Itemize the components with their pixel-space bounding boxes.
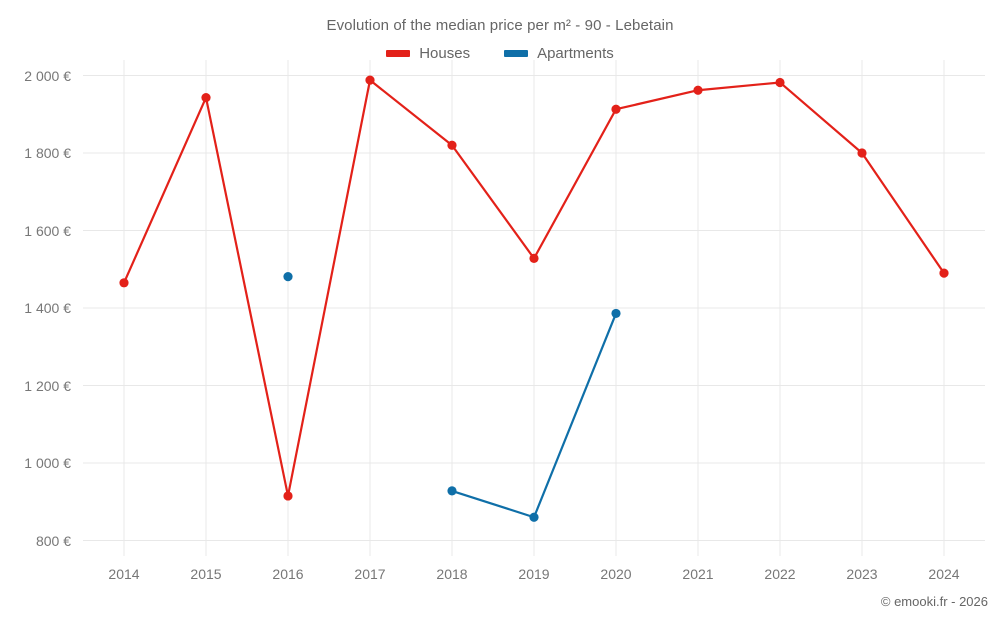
legend-label-apartments: Apartments — [537, 45, 614, 62]
data-point[interactable] — [775, 77, 785, 88]
data-point[interactable] — [693, 85, 703, 95]
x-axis-tick-label: 2021 — [682, 566, 714, 582]
y-axis-tick-label: 1 600 € — [24, 222, 71, 239]
data-point[interactable] — [447, 486, 457, 496]
x-axis-tick-label: 2015 — [190, 566, 222, 582]
legend-swatch-houses — [386, 50, 411, 57]
data-point[interactable] — [201, 92, 211, 103]
data-point[interactable] — [365, 75, 375, 85]
legend-item-houses[interactable]: Houses — [386, 45, 470, 62]
x-axis-tick-label: 2023 — [846, 566, 878, 582]
data-point[interactable] — [611, 308, 621, 319]
chart-title: Evolution of the median price per m² - 9… — [326, 17, 674, 34]
x-axis-tick-label: 2022 — [764, 566, 796, 582]
x-axis-tick-label: 2020 — [600, 566, 632, 582]
data-point[interactable] — [857, 148, 867, 158]
data-point[interactable] — [529, 512, 539, 522]
data-series — [119, 75, 949, 522]
y-axis-tick-label: 800 € — [35, 532, 71, 549]
x-axis-tick-label: 2018 — [436, 566, 468, 582]
data-point[interactable] — [529, 253, 539, 263]
legend-label-houses: Houses — [419, 45, 471, 62]
legend-swatch-apartments — [504, 50, 529, 57]
data-point[interactable] — [611, 104, 621, 114]
y-axis-tick-label: 1 400 € — [24, 300, 71, 316]
x-axis-tick-label: 2019 — [518, 566, 550, 582]
x-axis-tick-label: 2016 — [272, 566, 304, 582]
x-axis-tick-label: 2014 — [108, 566, 140, 582]
y-axis-tick-label: 1 200 € — [24, 377, 71, 394]
grid-lines — [83, 60, 985, 556]
y-axis-tick-label: 2 000 € — [24, 67, 71, 84]
legend-item-apartments[interactable]: Apartments — [504, 45, 614, 62]
copyright-credit: © emooki.fr - 2026 — [880, 594, 988, 609]
y-axis-tick-label: 1 800 € — [24, 145, 71, 161]
data-point[interactable] — [283, 491, 293, 501]
x-axis-tick-label: 2024 — [928, 566, 960, 582]
chart-legend: Houses Apartments — [0, 45, 1000, 62]
data-point[interactable] — [119, 278, 129, 288]
data-point[interactable] — [283, 272, 293, 282]
data-point[interactable] — [939, 268, 949, 278]
x-axis-tick-label: 2017 — [354, 566, 386, 582]
y-axis-tick-label: 1 000 € — [24, 455, 71, 471]
data-point[interactable] — [447, 140, 457, 150]
